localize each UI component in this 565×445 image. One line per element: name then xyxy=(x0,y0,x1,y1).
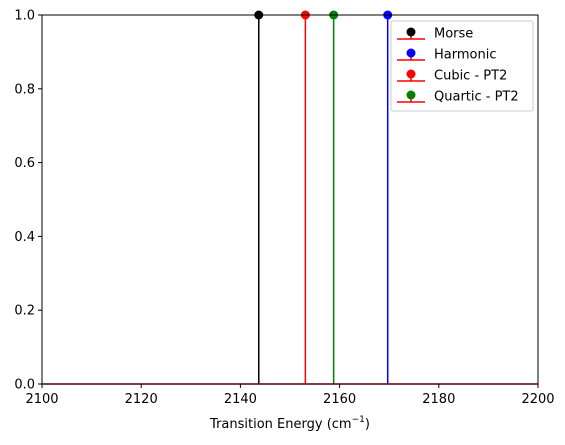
x-tick-label: 2120 xyxy=(125,392,158,407)
y-tick-label: 0.0 xyxy=(14,378,35,393)
y-tick-label: 1.0 xyxy=(14,9,35,24)
legend-label: Morse xyxy=(434,27,473,42)
y-tick-label: 0.8 xyxy=(14,82,35,97)
x-axis-title: Transition Energy (cm−1) xyxy=(209,415,370,432)
legend-label: Harmonic xyxy=(434,48,496,63)
legend-label: Cubic - PT2 xyxy=(434,69,507,84)
x-tick-label: 2100 xyxy=(25,392,58,407)
legend-marker-0 xyxy=(406,27,416,37)
legend-marker-1 xyxy=(406,48,416,58)
x-tick-label: 2140 xyxy=(224,392,257,407)
legend-marker-2 xyxy=(406,69,416,79)
y-tick-label: 0.6 xyxy=(14,156,35,171)
legend-label: Quartic - PT2 xyxy=(434,90,519,105)
x-tick-label: 2180 xyxy=(422,392,455,407)
x-tick-label: 2160 xyxy=(323,392,356,407)
legend-marker-3 xyxy=(406,90,416,100)
y-axis-ticks: 0.0 0.2 0.4 0.6 0.8 1.0 xyxy=(14,9,42,393)
x-tick-label: 2200 xyxy=(521,392,554,407)
legend: Morse Harmonic Cubic - PT2 Quartic - PT2 xyxy=(390,20,534,112)
y-tick-label: 0.2 xyxy=(14,304,35,319)
plot-frame xyxy=(41,14,539,385)
x-axis-ticks: 2100 2120 2140 2160 2180 2200 xyxy=(25,384,555,407)
y-tick-label: 0.4 xyxy=(14,230,35,245)
legend-frame xyxy=(390,20,534,112)
